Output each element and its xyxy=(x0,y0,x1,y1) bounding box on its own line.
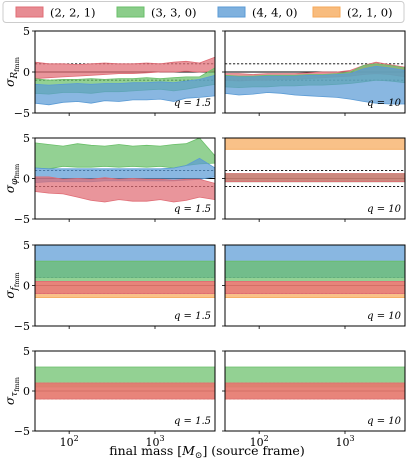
y-tick-label: 0 xyxy=(23,66,30,79)
x-tick-label: 102 xyxy=(60,434,79,449)
y-tick-label: 5 xyxy=(23,239,30,252)
band-221 xyxy=(225,382,405,400)
band-221 xyxy=(35,382,215,400)
q-label: q = 10 xyxy=(367,311,402,322)
y-axis-label: σφfmm xyxy=(3,164,21,193)
band-330 xyxy=(225,260,405,282)
panel-r1-c2 xyxy=(225,61,405,105)
legend-label: (4, 4, 0) xyxy=(252,6,298,20)
y-axis-label-sub: φ xyxy=(10,178,20,185)
x-tick-exp: 2 xyxy=(74,434,79,443)
x-tick-exp: 2 xyxy=(264,434,269,443)
panel-r2-c2 xyxy=(225,138,405,188)
panel-r3-c1 xyxy=(35,245,215,298)
legend-swatch xyxy=(15,6,44,18)
legend: (2, 2, 1) (3, 3, 0) (4, 4, 0) (2, 1, 0) xyxy=(2,1,405,23)
panel-r1-c1 xyxy=(35,56,215,106)
x-axis-label-post: ] (source frame) xyxy=(202,443,304,458)
x-axis-label: final mass [M⊙] (source frame) xyxy=(109,443,304,460)
x-tick-exp: 3 xyxy=(159,434,164,443)
y-tick-label: 5 xyxy=(23,25,30,38)
legend-label: (2, 1, 0) xyxy=(347,6,393,20)
band-210 xyxy=(225,138,405,150)
y-axis-label-symbol: σ xyxy=(3,78,17,87)
y-tick-label: −5 xyxy=(14,213,30,226)
y-tick-label: 5 xyxy=(23,132,30,145)
x-tick-base: 10 xyxy=(60,436,74,449)
q-label: q = 10 xyxy=(367,204,402,215)
q-label: q = 1.5 xyxy=(174,204,211,215)
y-axis-label-subsub: fmm xyxy=(13,164,21,179)
x-tick-base: 10 xyxy=(250,436,264,449)
panel-r3-c2 xyxy=(225,245,405,298)
band-221 xyxy=(35,176,215,203)
y-tick-label: −5 xyxy=(14,320,30,333)
band-440 xyxy=(225,65,405,105)
legend-swatch xyxy=(116,6,145,18)
band-440 xyxy=(35,74,215,106)
panel-r4-c2 xyxy=(225,366,405,400)
legend-swatch xyxy=(217,6,246,18)
legend-frame xyxy=(2,1,405,23)
q-label: q = 1.5 xyxy=(174,98,211,109)
band-330 xyxy=(35,138,215,170)
y-tick-label: 5 xyxy=(23,345,30,358)
x-tick-base: 10 xyxy=(335,436,349,449)
y-tick-label: −5 xyxy=(14,425,30,438)
band-221 xyxy=(35,281,215,294)
y-tick-label: 0 xyxy=(23,385,30,398)
legend-label: (3, 3, 0) xyxy=(151,6,197,20)
x-tick-exp: 3 xyxy=(349,434,354,443)
q-label: q = 1.5 xyxy=(174,311,211,322)
y-axis-label-symbol: σ xyxy=(3,184,17,193)
y-axis-label-subsub: fmm xyxy=(13,272,21,287)
y-axis-label-subsub: fmm xyxy=(13,377,21,392)
x-tick-label: 103 xyxy=(145,434,164,449)
band-221 xyxy=(35,56,215,80)
x-tick-label: 103 xyxy=(335,434,354,449)
legend-swatch xyxy=(312,6,341,18)
band-221 xyxy=(225,173,405,183)
y-axis-label: στfmm xyxy=(3,377,21,405)
x-tick-label: 102 xyxy=(250,434,269,449)
y-axis-label-sub: f xyxy=(10,285,20,291)
y-tick-label: 0 xyxy=(23,280,30,293)
band-221 xyxy=(225,281,405,294)
y-axis-label: σRfmm xyxy=(3,57,21,87)
y-axis-label-symbol: σ xyxy=(3,396,17,405)
y-tick-label: 0 xyxy=(23,173,30,186)
y-axis-label: σffmm xyxy=(3,272,21,298)
y-tick-label: −5 xyxy=(14,107,30,120)
x-tick-base: 10 xyxy=(145,436,159,449)
x-axis-label-sub: ⊙ xyxy=(195,451,203,460)
q-label: q = 10 xyxy=(367,98,402,109)
y-axis-label-subsub: fmm xyxy=(13,57,21,72)
panel-r4-c1 xyxy=(35,366,215,400)
panel-r2-c1 xyxy=(35,138,215,203)
band-330 xyxy=(35,260,215,282)
x-axis-label-pre: final mass [ xyxy=(109,443,182,458)
q-label: q = 1.5 xyxy=(174,416,211,427)
y-axis-label-symbol: σ xyxy=(3,290,17,299)
x-axis-label-symbol: M xyxy=(181,443,196,458)
y-axis-label-sub: R xyxy=(10,72,20,80)
legend-label: (2, 2, 1) xyxy=(50,6,96,20)
y-axis-label-sub: τ xyxy=(10,391,20,397)
q-label: q = 10 xyxy=(367,416,402,427)
